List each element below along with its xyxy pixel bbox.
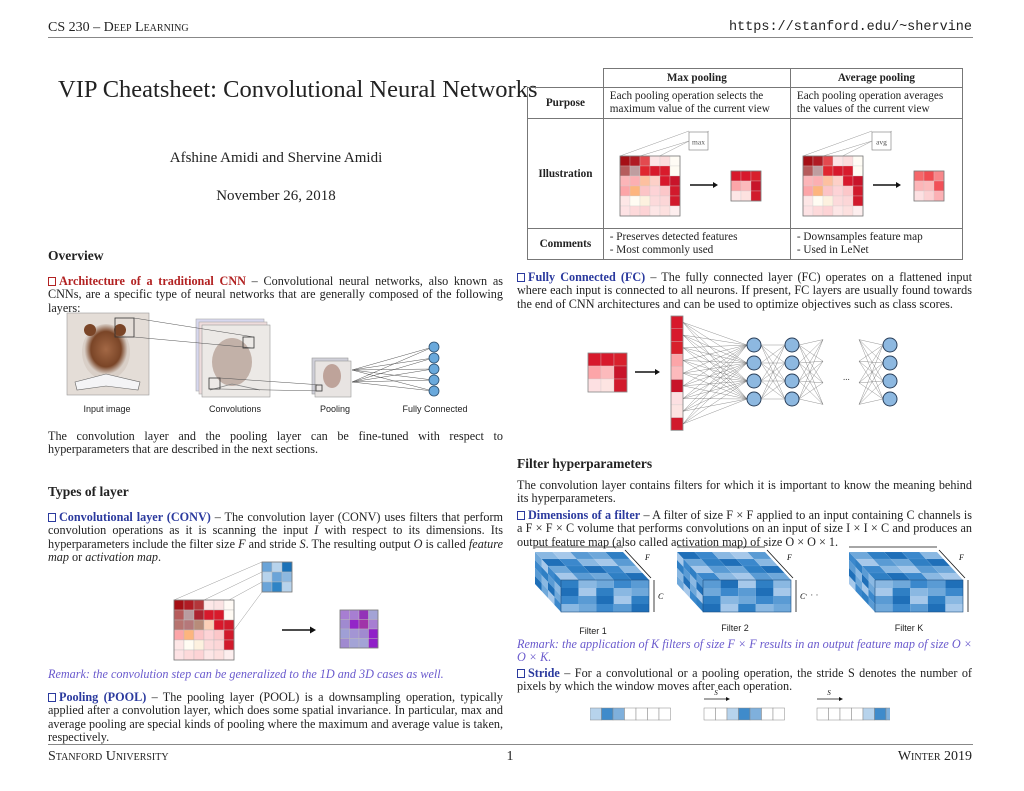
cnn-diagram-icon (66, 312, 440, 398)
table-corner (527, 68, 604, 88)
stride-paragraph: Stride – For a convolutional or a poolin… (517, 666, 972, 694)
page-number: 1 (506, 749, 514, 764)
header-url[interactable]: https://stanford.edu/~shervine (728, 20, 972, 35)
row-label-illustration: Illustration (527, 118, 604, 229)
filter-intro: The convolution layer contains filters f… (517, 478, 972, 506)
max-pooling-diagram-icon: max (619, 130, 762, 217)
fc-paragraph: Fully Connected (FC) – The fully connect… (517, 270, 972, 311)
footer-right: Winter 2019 (897, 749, 972, 764)
caption-filter-1: Filter 1 (579, 626, 607, 636)
page-title: VIP Cheatsheet: Convolutional Neural Net… (58, 76, 538, 103)
checkbox-icon (517, 669, 525, 678)
fully-connected-diagram-icon: ... (587, 315, 898, 431)
footer-left: Stanford University (48, 749, 169, 764)
cell-purpose-avg: Each pooling operation averages the valu… (789, 87, 964, 119)
convolution-diagram-icon (173, 561, 379, 661)
filter-volumes-diagram-icon: FFCFFCFFC· · · (534, 537, 978, 613)
checkbox-icon (48, 513, 56, 522)
pool-paragraph: Pooling (POOL) – The pooling layer (POOL… (48, 690, 503, 744)
checkbox-icon (48, 277, 56, 286)
avg-label: avg (876, 138, 887, 147)
arch-keyword: Architecture of a traditional CNN (48, 274, 246, 288)
footer-rule (48, 744, 973, 745)
svg-text:F: F (786, 553, 792, 562)
section-filter-heading: Filter hyperparameters (517, 456, 653, 471)
overview-after-text: The convolution layer and the pooling la… (48, 429, 503, 457)
cell-illustration-avg: avg (789, 118, 964, 229)
fc-figure: ... (585, 312, 915, 434)
section-overview-heading: Overview (48, 248, 104, 263)
svg-text:C: C (800, 592, 806, 601)
svg-text:S: S (714, 689, 718, 697)
filters-figure: FFCFFCFFC· · · (527, 537, 978, 636)
caption-fully-connected: Fully Connected (402, 404, 468, 414)
svg-text:C: C (658, 592, 664, 601)
conv-paragraph: Convolutional layer (CONV) – The convolu… (48, 510, 504, 564)
fc-ellipsis: ... (843, 372, 850, 382)
authors: Afshine Amidi and Shervine Amidi (169, 150, 383, 166)
max-label: max (692, 138, 705, 147)
conv-figure (170, 560, 390, 665)
cell-comments-max: - Preserves detected features - Most com… (602, 228, 791, 260)
svg-text:· · ·: · · · (805, 590, 819, 600)
caption-input-image: Input image (83, 404, 131, 414)
checkbox-icon (517, 273, 525, 282)
cnn-architecture-figure (60, 310, 480, 420)
cell-illustration-max: max (602, 118, 791, 229)
svg-text:F: F (644, 553, 650, 562)
avg-pooling-diagram-icon: avg (802, 130, 945, 217)
caption-filter-k: Filter K (894, 623, 924, 633)
header-course: CS 230 – Deep Learning (48, 20, 189, 35)
col-header-avg: Average pooling (789, 68, 964, 88)
checkbox-icon (517, 511, 525, 520)
svg-text:F: F (958, 553, 964, 562)
checkbox-icon (48, 693, 56, 702)
date: November 26, 2018 (216, 188, 336, 204)
header-rule (48, 37, 973, 38)
caption-pooling: Pooling (319, 404, 351, 414)
arch-paragraph: Architecture of a traditional CNN – Conv… (48, 274, 503, 315)
cell-comments-avg: - Downsamples feature map - Used in LeNe… (789, 228, 964, 260)
row-label-purpose: Purpose (527, 87, 604, 119)
filter-remark: Remark: the application of K filters of … (517, 637, 972, 665)
caption-convolutions: Convolutions (208, 404, 262, 414)
section-types-heading: Types of layer (48, 484, 129, 499)
pooling-table: Max pooling Average pooling Purpose Each… (527, 68, 964, 260)
row-label-comments: Comments (527, 228, 604, 260)
caption-filter-2: Filter 2 (721, 623, 749, 633)
cell-purpose-max: Each pooling operation selects the maxim… (602, 87, 791, 119)
conv-remark: Remark: the convolution step can be gene… (48, 667, 444, 681)
svg-text:S: S (827, 689, 831, 697)
col-header-max: Max pooling (602, 68, 791, 88)
filter-dim-paragraph: Dimensions of a filter – A filter of siz… (517, 508, 972, 549)
